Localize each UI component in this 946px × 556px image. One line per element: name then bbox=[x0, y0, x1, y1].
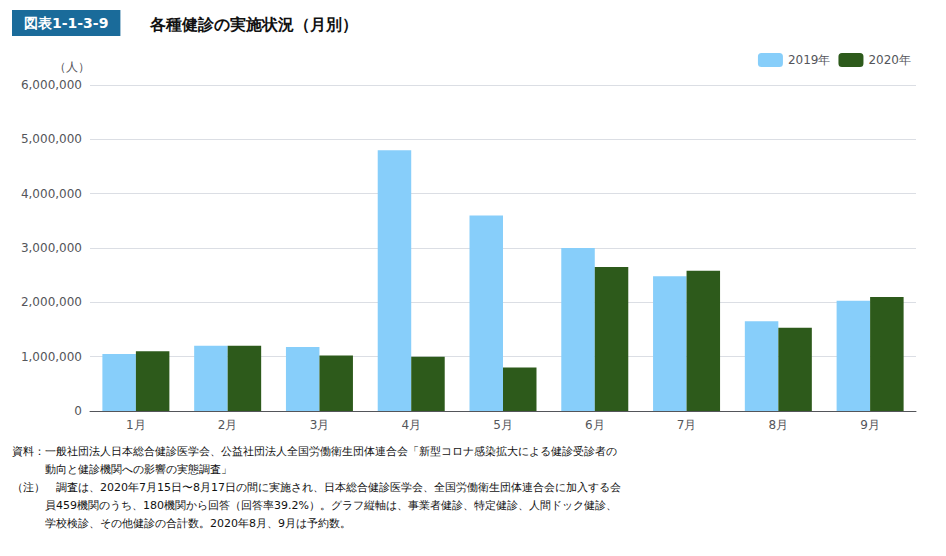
svg-text:各種健診の実施状況（月別）: 各種健診の実施状況（月別） bbox=[149, 15, 358, 34]
svg-text:学校検診、その他健診の合計数。2020年8月、9月は予約数。: 学校検診、その他健診の合計数。2020年8月、9月は予約数。 bbox=[12, 517, 351, 530]
svg-text:6,000,000: 6,000,000 bbox=[21, 78, 82, 92]
svg-text:1月: 1月 bbox=[126, 418, 146, 432]
svg-text:（人）: （人） bbox=[54, 60, 90, 74]
svg-text:動向と健診機関への影響の実態調査」: 動向と健診機関への影響の実態調査」 bbox=[12, 463, 232, 476]
svg-text:資料：一般社団法人日本総合健診医学会、公益社団法人全国労働衛: 資料：一般社団法人日本総合健診医学会、公益社団法人全国労働衛生団体連合会「新型コ… bbox=[12, 445, 617, 458]
svg-text:図表1-1-3-9: 図表1-1-3-9 bbox=[24, 15, 108, 31]
svg-text:9月: 9月 bbox=[860, 418, 880, 432]
svg-text:5,000,000: 5,000,000 bbox=[21, 132, 82, 146]
svg-text:5月: 5月 bbox=[493, 418, 513, 432]
svg-text:2019年: 2019年 bbox=[788, 53, 831, 67]
svg-text:1,000,000: 1,000,000 bbox=[21, 350, 82, 364]
svg-text:7月: 7月 bbox=[677, 418, 697, 432]
svg-text:3月: 3月 bbox=[310, 418, 330, 432]
svg-text:4月: 4月 bbox=[401, 418, 421, 432]
svg-text:0: 0 bbox=[74, 404, 82, 418]
svg-text:（注） 調査は、2020年7月15日〜8月17日の間に実施さ: （注） 調査は、2020年7月15日〜8月17日の間に実施され、日本総合健診医学… bbox=[12, 481, 621, 494]
svg-text:8月: 8月 bbox=[769, 418, 789, 432]
svg-text:員459機関のうち、180機関から回答（回答率39.2%）。: 員459機関のうち、180機関から回答（回答率39.2%）。グラフ縦軸は、事業者… bbox=[12, 499, 617, 512]
svg-text:2月: 2月 bbox=[218, 418, 238, 432]
svg-text:4,000,000: 4,000,000 bbox=[21, 187, 82, 201]
svg-text:3,000,000: 3,000,000 bbox=[21, 241, 82, 255]
svg-text:2020年: 2020年 bbox=[868, 53, 911, 67]
svg-text:6月: 6月 bbox=[585, 418, 605, 432]
svg-text:2,000,000: 2,000,000 bbox=[21, 295, 82, 309]
